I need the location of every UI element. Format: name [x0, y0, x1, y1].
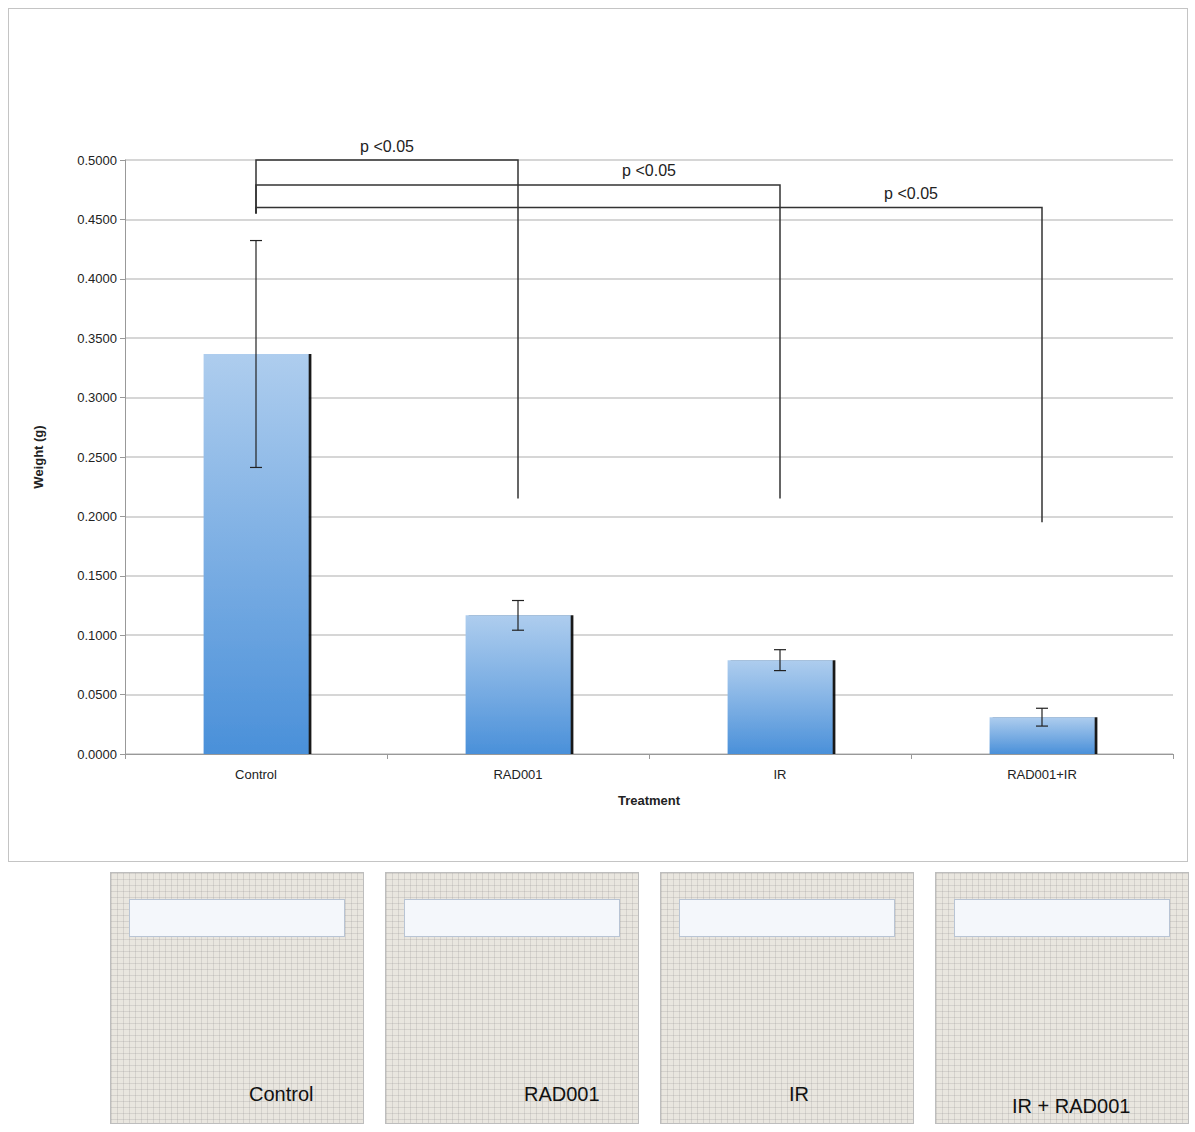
- svg-text:IR: IR: [774, 767, 787, 782]
- svg-text:Weight (g): Weight (g): [31, 425, 46, 488]
- svg-text:0.5000: 0.5000: [77, 153, 117, 168]
- svg-text:p <0.05: p <0.05: [622, 162, 676, 179]
- html-text:RAD001: RAD001: [524, 1083, 600, 1105]
- svg-text:0.1000: 0.1000: [77, 628, 117, 643]
- svg-text:p <0.05: p <0.05: [884, 185, 938, 202]
- html-text:IR + RAD001: IR + RAD001: [1012, 1095, 1131, 1117]
- svg-text:Treatment: Treatment: [618, 793, 681, 808]
- svg-text:0.2000: 0.2000: [77, 509, 117, 524]
- svg-text:0.0500: 0.0500: [77, 687, 117, 702]
- svg-text:0.4000: 0.4000: [77, 271, 117, 286]
- svg-text:0.3000: 0.3000: [77, 390, 117, 405]
- svg-text:RAD001+IR: RAD001+IR: [1007, 767, 1077, 782]
- html-text:Control: Control: [249, 1083, 314, 1105]
- html-text:IR: IR: [789, 1083, 809, 1105]
- svg-text:RAD001: RAD001: [493, 767, 542, 782]
- svg-text:0.3500: 0.3500: [77, 331, 117, 346]
- svg-text:0.2500: 0.2500: [77, 450, 117, 465]
- svg-text:p <0.05: p <0.05: [360, 138, 414, 155]
- svg-text:Control: Control: [235, 767, 277, 782]
- svg-text:0.0000: 0.0000: [77, 747, 117, 762]
- svg-text:0.4500: 0.4500: [77, 212, 117, 227]
- svg-text:0.1500: 0.1500: [77, 568, 117, 583]
